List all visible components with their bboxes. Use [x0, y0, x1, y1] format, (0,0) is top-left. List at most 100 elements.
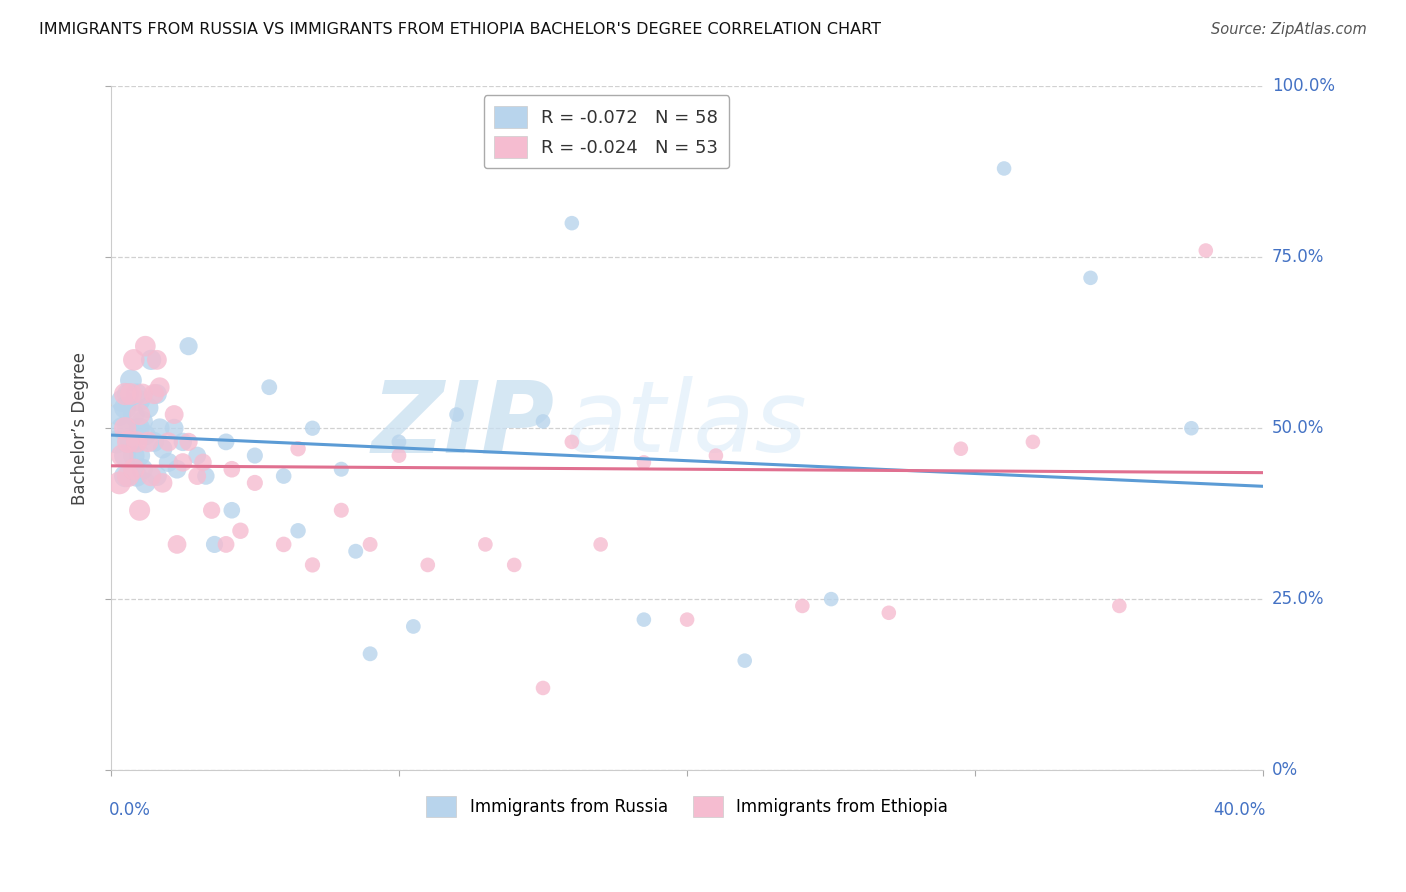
Point — [561, 434, 583, 449]
Point — [152, 475, 174, 490]
Point — [166, 462, 188, 476]
Point — [589, 537, 612, 551]
Point — [128, 449, 150, 463]
Point — [359, 647, 381, 661]
Point — [1022, 434, 1045, 449]
Text: ZIP: ZIP — [371, 376, 554, 474]
Point — [243, 475, 266, 490]
Point — [134, 428, 156, 442]
Point — [633, 455, 655, 469]
Point — [1080, 270, 1102, 285]
Point — [402, 619, 425, 633]
Point — [166, 537, 188, 551]
Point — [287, 524, 309, 538]
Point — [344, 544, 367, 558]
Point — [143, 434, 166, 449]
Text: 25.0%: 25.0% — [1272, 591, 1324, 608]
Text: atlas: atlas — [567, 376, 807, 474]
Point — [215, 537, 238, 551]
Point — [177, 434, 200, 449]
Point — [131, 414, 153, 428]
Point — [136, 434, 159, 449]
Point — [330, 462, 353, 476]
Point — [186, 469, 208, 483]
Point — [531, 681, 554, 695]
Point — [139, 469, 162, 483]
Point — [120, 434, 142, 449]
Point — [114, 469, 136, 483]
Point — [108, 475, 131, 490]
Point — [108, 408, 131, 422]
Point — [125, 434, 148, 449]
Point — [1108, 599, 1130, 613]
Point — [446, 408, 468, 422]
Point — [125, 469, 148, 483]
Point — [416, 558, 439, 572]
Point — [186, 449, 208, 463]
Point — [259, 380, 281, 394]
Point — [122, 449, 145, 463]
Text: 0%: 0% — [1272, 761, 1298, 779]
Point — [122, 408, 145, 422]
Point — [128, 503, 150, 517]
Point — [114, 401, 136, 415]
Point — [191, 455, 214, 469]
Point — [128, 421, 150, 435]
Point — [301, 558, 323, 572]
Point — [114, 387, 136, 401]
Point — [149, 421, 172, 435]
Text: 0.0%: 0.0% — [108, 801, 150, 819]
Point — [143, 387, 166, 401]
Point — [221, 462, 243, 476]
Point — [146, 469, 169, 483]
Point — [125, 387, 148, 401]
Point — [111, 449, 134, 463]
Point — [105, 434, 128, 449]
Point — [229, 524, 252, 538]
Point — [157, 434, 180, 449]
Point — [114, 449, 136, 463]
Point — [201, 503, 224, 517]
Point — [152, 442, 174, 456]
Point — [221, 503, 243, 517]
Point — [136, 401, 159, 415]
Point — [820, 592, 842, 607]
Point — [633, 613, 655, 627]
Point — [117, 421, 139, 435]
Point — [134, 339, 156, 353]
Point — [146, 387, 169, 401]
Point — [734, 654, 756, 668]
Point — [388, 434, 411, 449]
Point — [163, 408, 186, 422]
Text: 50.0%: 50.0% — [1272, 419, 1324, 437]
Text: 100.0%: 100.0% — [1272, 78, 1334, 95]
Point — [704, 449, 727, 463]
Point — [215, 434, 238, 449]
Text: 40.0%: 40.0% — [1213, 801, 1265, 819]
Point — [1180, 421, 1202, 435]
Point — [172, 434, 194, 449]
Point — [287, 442, 309, 456]
Point — [177, 339, 200, 353]
Point — [474, 537, 496, 551]
Point — [139, 352, 162, 367]
Point — [301, 421, 323, 435]
Point — [131, 462, 153, 476]
Point — [157, 455, 180, 469]
Point — [111, 421, 134, 435]
Point — [114, 421, 136, 435]
Point — [503, 558, 526, 572]
Point — [117, 387, 139, 401]
Point — [993, 161, 1015, 176]
Point — [359, 537, 381, 551]
Legend: Immigrants from Russia, Immigrants from Ethiopia: Immigrants from Russia, Immigrants from … — [419, 789, 955, 823]
Point — [131, 387, 153, 401]
Point — [117, 434, 139, 449]
Point — [273, 469, 295, 483]
Point — [111, 393, 134, 408]
Text: 75.0%: 75.0% — [1272, 248, 1324, 267]
Point — [330, 503, 353, 517]
Point — [194, 469, 217, 483]
Point — [388, 449, 411, 463]
Point — [877, 606, 900, 620]
